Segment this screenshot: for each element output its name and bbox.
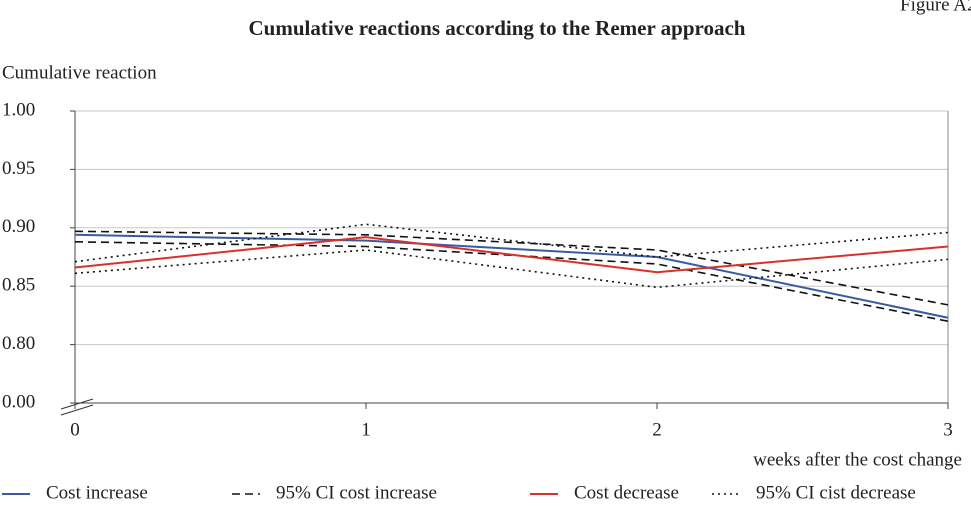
y-tick-label: 0.00 bbox=[2, 391, 35, 412]
x-tick-label: 2 bbox=[652, 419, 662, 440]
series-line bbox=[74, 236, 949, 274]
y-tick-label: 0.85 bbox=[2, 275, 35, 296]
y-tick-label: 1.00 bbox=[2, 99, 35, 120]
x-tick-label: 1 bbox=[361, 419, 371, 440]
chart-title: Cumulative reactions according to the Re… bbox=[249, 16, 746, 40]
x-axis-label: weeks after the cost change bbox=[753, 449, 962, 470]
series-line bbox=[74, 233, 949, 319]
x-tick-label: 3 bbox=[943, 419, 953, 440]
legend-label: 95% CI cost increase bbox=[276, 482, 437, 503]
axis-break bbox=[60, 404, 94, 416]
y-axis-label: Cumulative reaction bbox=[2, 62, 157, 83]
y-tick-label: 0.95 bbox=[2, 158, 35, 179]
y-tick-label: 0.80 bbox=[2, 333, 35, 354]
series-line bbox=[74, 249, 949, 289]
series-line bbox=[74, 230, 949, 306]
series-line bbox=[74, 223, 949, 263]
figure-label: Figure A2 bbox=[900, 0, 971, 15]
legend-label: Cost increase bbox=[46, 482, 148, 503]
x-tick-label: 0 bbox=[70, 419, 80, 440]
y-tick-label: 0.90 bbox=[2, 216, 35, 237]
legend-label: Cost decrease bbox=[574, 482, 679, 503]
legend-label: 95% CI cist decrease bbox=[756, 482, 916, 503]
axis-break bbox=[60, 398, 94, 410]
